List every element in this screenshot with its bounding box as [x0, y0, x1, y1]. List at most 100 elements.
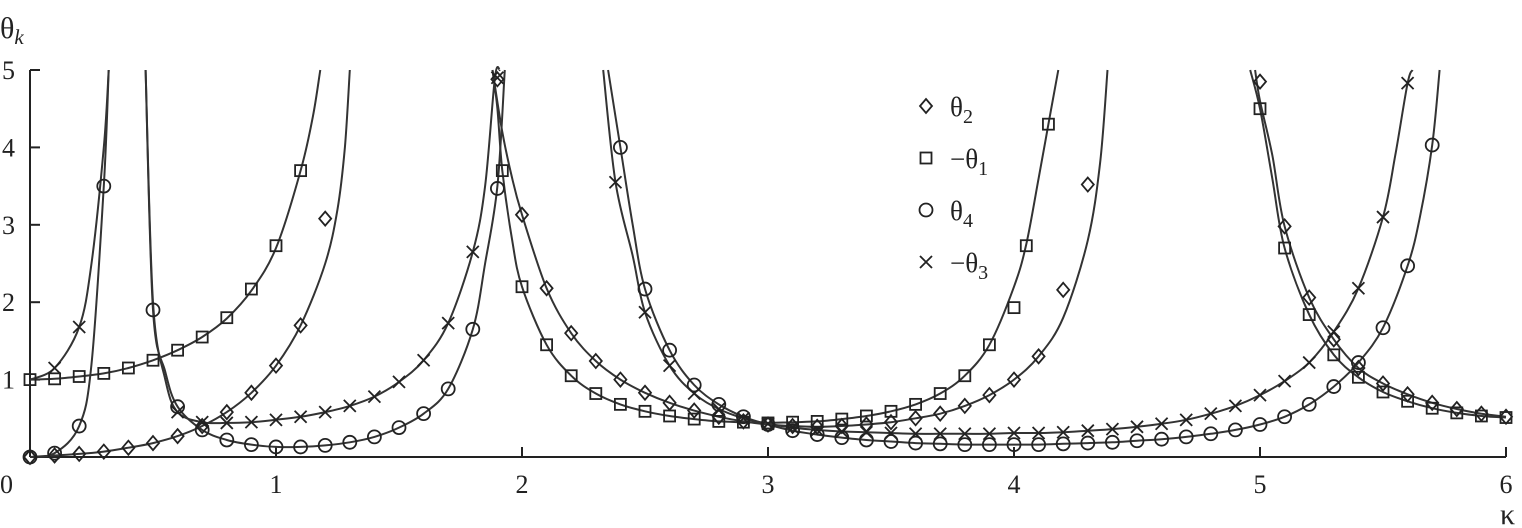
- square-marker-series-1-29: [909, 397, 922, 411]
- square-marker-series-1-4: [122, 361, 135, 375]
- square-marker-series-1-15: [564, 369, 578, 383]
- square-marker-series-1-6: [171, 343, 185, 357]
- circle-marker-series-2-15: [416, 406, 432, 422]
- square-marker-series-1-19: [663, 409, 676, 423]
- diamond-marker-series-0-40: [1302, 289, 1317, 306]
- circle-marker-series-2-39: [1105, 434, 1120, 450]
- cross-marker-series-3-36: [1105, 422, 1120, 436]
- circle-marker-series-2-0: [22, 449, 38, 465]
- circle-marker-series-2-30: [883, 434, 899, 449]
- diamond-marker-series-0-1: [47, 447, 62, 464]
- cross-marker-series-3-8: [318, 405, 332, 419]
- cross-marker-series-3-34: [1056, 425, 1070, 439]
- y-tick-label-4: 4: [2, 133, 15, 162]
- circle-marker-series-2-3: [96, 178, 112, 194]
- square-marker-series-1-5: [146, 353, 160, 367]
- x-tick-label-6: 6: [1500, 470, 1513, 499]
- circle-marker-series-2-38: [1080, 435, 1096, 451]
- diamond-marker-series-0-37: [1080, 176, 1095, 193]
- circle-marker-series-2-46: [1277, 409, 1292, 425]
- diamond-marker-series-0-42: [1351, 359, 1366, 377]
- cross-marker-series-3-5: [244, 415, 259, 429]
- square-marker-series-1-1: [48, 372, 61, 386]
- legend-marker-2: [918, 202, 934, 218]
- square-marker-series-1-17: [614, 397, 627, 411]
- diamond-marker-series-0-3: [96, 443, 111, 460]
- square-marker-series-1-10: [269, 239, 283, 253]
- cross-marker-series-3-20: [712, 402, 726, 416]
- cross-marker-series-3-25: [835, 424, 849, 439]
- cross-marker-series-3-24: [810, 423, 824, 437]
- y-tick-label-5: 5: [2, 56, 15, 85]
- square-marker-series-1-8: [220, 311, 234, 325]
- cross-marker-series-3-28: [908, 427, 923, 441]
- diamond-marker-series-0-18: [613, 371, 628, 388]
- circle-marker-series-2-50: [1375, 320, 1391, 336]
- square-marker-series-1-18: [638, 404, 652, 418]
- curve-series-3-segment-1: [144, 66, 501, 425]
- diamond-marker-series-0-39: [1277, 217, 1292, 235]
- cross-marker-series-3-14: [466, 245, 480, 259]
- cross-marker-series-3-43: [1277, 374, 1292, 388]
- diamond-marker-series-0-32: [957, 397, 972, 415]
- curve-series-2-segment-1: [144, 69, 506, 449]
- curve-series-1-segment-2: [1249, 69, 1507, 419]
- diamond-marker-series-0-9: [244, 384, 259, 402]
- circle-marker-series-2-36: [1031, 437, 1046, 453]
- legend-label-2: θ4: [950, 196, 973, 232]
- square-marker-series-1-42: [1401, 394, 1414, 408]
- circle-marker-series-2-20: [637, 281, 653, 297]
- square-marker-series-1-34: [1019, 239, 1033, 253]
- curve-series-3-segment-0: [29, 69, 110, 381]
- circle-marker-series-2-37: [1055, 436, 1071, 452]
- cross-marker-series-3-22: [761, 417, 775, 431]
- y-axis-title-subscript: k: [14, 25, 24, 49]
- diamond-marker-series-0-14: [514, 206, 530, 224]
- diamond-marker-series-0-43: [1375, 375, 1391, 392]
- legend-label-1: −θ1: [950, 144, 988, 180]
- cross-marker-series-3-38: [1154, 417, 1169, 431]
- cross-marker-series-3-27: [884, 426, 898, 440]
- cross-marker-series-3-30: [958, 427, 972, 441]
- circle-marker-series-2-24: [736, 409, 751, 425]
- square-marker-series-1-21: [712, 414, 726, 428]
- circle-marker-series-2-17: [465, 321, 481, 337]
- circle-marker-series-2-31: [908, 435, 923, 451]
- square-marker-series-1-2: [72, 370, 86, 383]
- circle-marker-series-2-33: [957, 437, 973, 453]
- y-tick-label-1: 1: [2, 366, 15, 395]
- circle-marker-series-2-8: [243, 437, 259, 453]
- cross-marker-series-3-29: [933, 427, 947, 441]
- x-tick-label-3: 3: [762, 470, 775, 499]
- circle-marker-series-2-43: [1203, 426, 1219, 442]
- square-marker-series-1-30: [933, 387, 947, 400]
- circle-marker-series-2-44: [1228, 422, 1243, 438]
- diamond-marker-series-0-36: [1056, 281, 1071, 299]
- square-marker-series-1-26: [835, 412, 849, 426]
- diamond-marker-series-0-13: [490, 70, 505, 88]
- square-marker-series-1-20: [687, 412, 701, 426]
- cross-marker-series-3-33: [1031, 426, 1046, 440]
- diamond-marker-series-0-26: [810, 418, 825, 436]
- cross-marker-series-3-44: [1302, 355, 1316, 370]
- curve-series-1-segment-0: [29, 69, 322, 381]
- axes: θk κ: [0, 12, 1515, 528]
- tick-group: 0 1 2 3 4 5 6 1 2 3 4 5: [0, 56, 1513, 499]
- diamond-marker-series-0-34: [1006, 371, 1022, 388]
- curve-series-0-segment-0: [29, 69, 351, 458]
- square-marker-series-1-16: [589, 387, 603, 400]
- cross-marker-series-3-39: [1179, 413, 1193, 427]
- square-marker-series-1-14: [540, 338, 553, 352]
- cross-marker-series-3-17: [638, 305, 652, 319]
- diamond-marker-series-0-4: [121, 439, 136, 457]
- square-marker-series-1-32: [983, 338, 996, 352]
- circle-marker-series-2-14: [391, 420, 407, 435]
- cross-marker-series-3-10: [367, 389, 382, 404]
- legend-marker-1: [919, 151, 933, 165]
- diamond-marker-series-0-29: [883, 413, 899, 431]
- legend-label-subscript-0: 2: [963, 106, 973, 128]
- square-marker-series-1-28: [884, 404, 898, 418]
- x-tick-label-0: 0: [0, 470, 13, 499]
- square-marker-series-1-43: [1425, 401, 1439, 415]
- cross-marker-series-3-23: [785, 420, 800, 435]
